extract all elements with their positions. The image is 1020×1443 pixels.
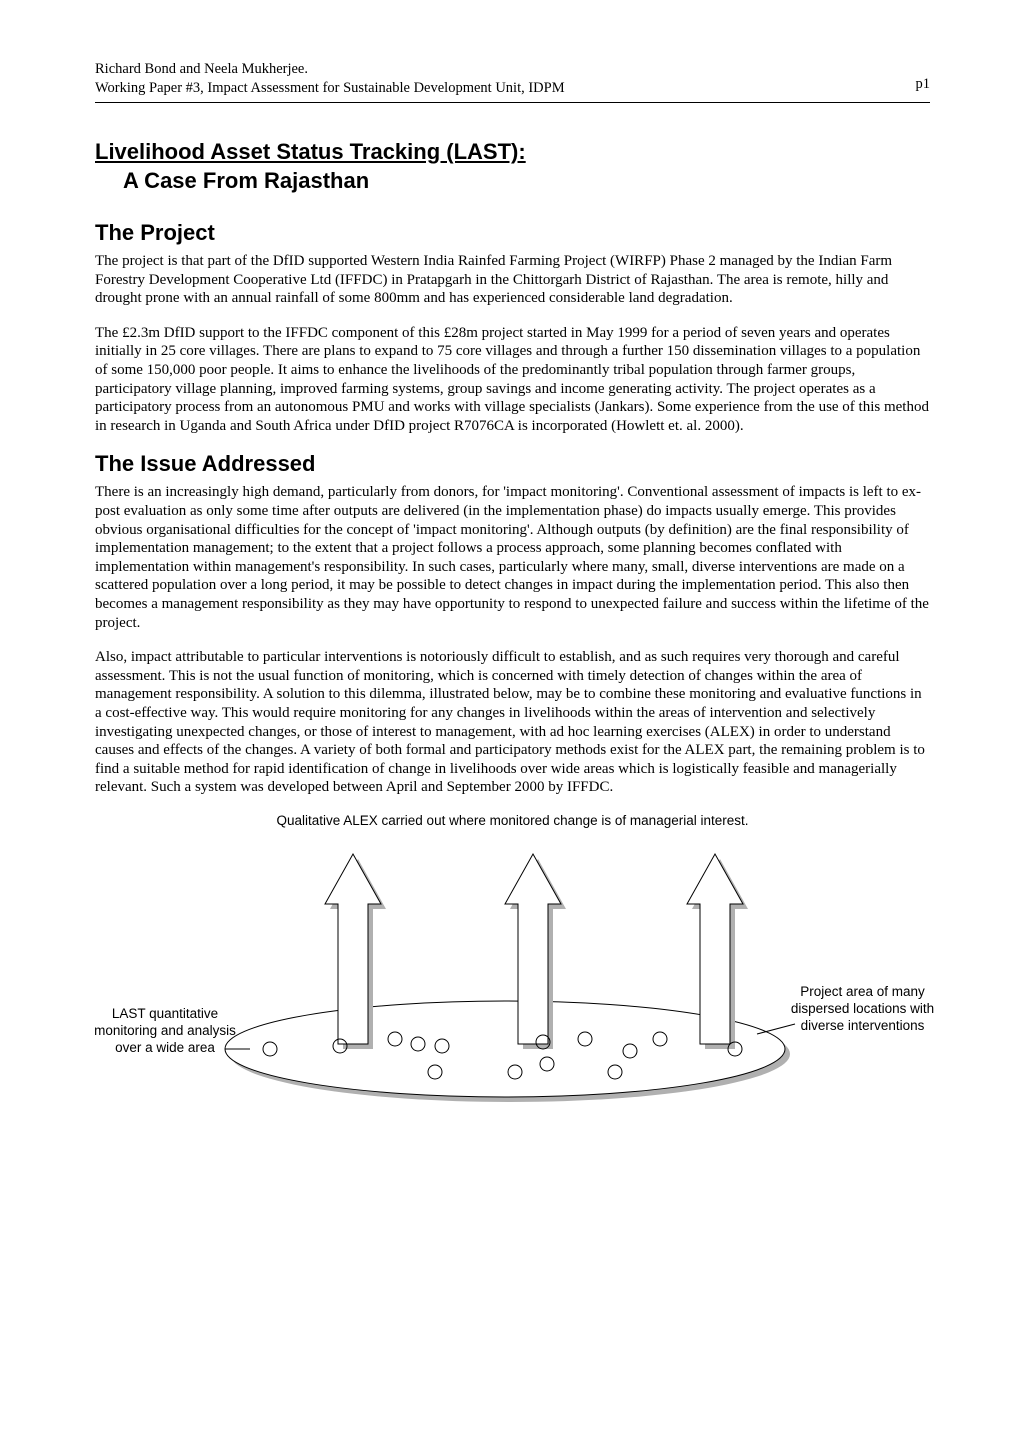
issue-paragraph-2: Also, impact attributable to particular … [95, 648, 930, 797]
document-title: Livelihood Asset Status Tracking (LAST):… [95, 137, 930, 196]
diagram-right-label: Project area of many dispersed locations… [775, 984, 950, 1035]
header-affiliation: Working Paper #3, Impact Assessment for … [95, 79, 930, 98]
diagram: LAST quantitative monitoring and analysi… [95, 834, 930, 1124]
diagram-svg [95, 834, 930, 1124]
diagram-caption: Qualitative ALEX carried out where monit… [95, 813, 930, 828]
title-line-1: Livelihood Asset Status Tracking (LAST): [95, 139, 526, 164]
header-rule [95, 102, 930, 103]
project-paragraph-1: The project is that part of the DfID sup… [95, 252, 930, 308]
project-paragraph-2: The £2.3m DfID support to the IFFDC comp… [95, 324, 930, 436]
diagram-left-label: LAST quantitative monitoring and analysi… [85, 1006, 245, 1057]
page-number: p1 [916, 76, 931, 93]
issue-paragraph-1: There is an increasingly high demand, pa… [95, 483, 930, 632]
section-heading-issue: The Issue Addressed [95, 451, 930, 477]
section-heading-project: The Project [95, 220, 930, 246]
title-line-2: A Case From Rajasthan [95, 166, 369, 196]
header-authors: Richard Bond and Neela Mukherjee. [95, 60, 930, 79]
